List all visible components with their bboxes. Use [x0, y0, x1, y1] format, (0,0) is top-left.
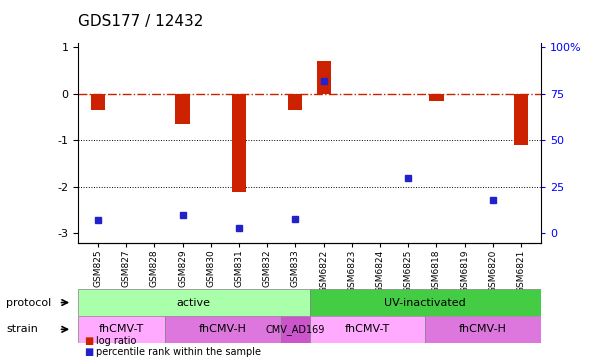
- Bar: [317, 61, 331, 94]
- Bar: [175, 94, 189, 124]
- Bar: [232, 94, 246, 192]
- FancyBboxPatch shape: [426, 316, 541, 343]
- Text: percentile rank within the sample: percentile rank within the sample: [96, 347, 261, 357]
- Bar: [430, 94, 444, 101]
- Text: protocol: protocol: [6, 297, 51, 308]
- FancyBboxPatch shape: [78, 316, 165, 343]
- Text: UV-inactivated: UV-inactivated: [384, 297, 466, 308]
- Text: fhCMV-H: fhCMV-H: [199, 324, 246, 335]
- Text: active: active: [177, 297, 211, 308]
- FancyBboxPatch shape: [78, 289, 310, 316]
- Text: log ratio: log ratio: [96, 336, 136, 346]
- FancyBboxPatch shape: [310, 289, 541, 316]
- FancyBboxPatch shape: [310, 316, 426, 343]
- Bar: [288, 94, 302, 110]
- Bar: [91, 94, 105, 110]
- Text: CMV_AD169: CMV_AD169: [266, 324, 325, 335]
- Text: fhCMV-H: fhCMV-H: [459, 324, 507, 335]
- FancyBboxPatch shape: [281, 316, 310, 343]
- Text: ■: ■: [84, 347, 93, 357]
- Text: fhCMV-T: fhCMV-T: [99, 324, 144, 335]
- Text: GDS177 / 12432: GDS177 / 12432: [78, 14, 204, 29]
- FancyBboxPatch shape: [165, 316, 281, 343]
- Text: ■: ■: [84, 336, 93, 346]
- Bar: [514, 94, 528, 145]
- Text: fhCMV-T: fhCMV-T: [345, 324, 390, 335]
- Text: strain: strain: [6, 324, 38, 335]
